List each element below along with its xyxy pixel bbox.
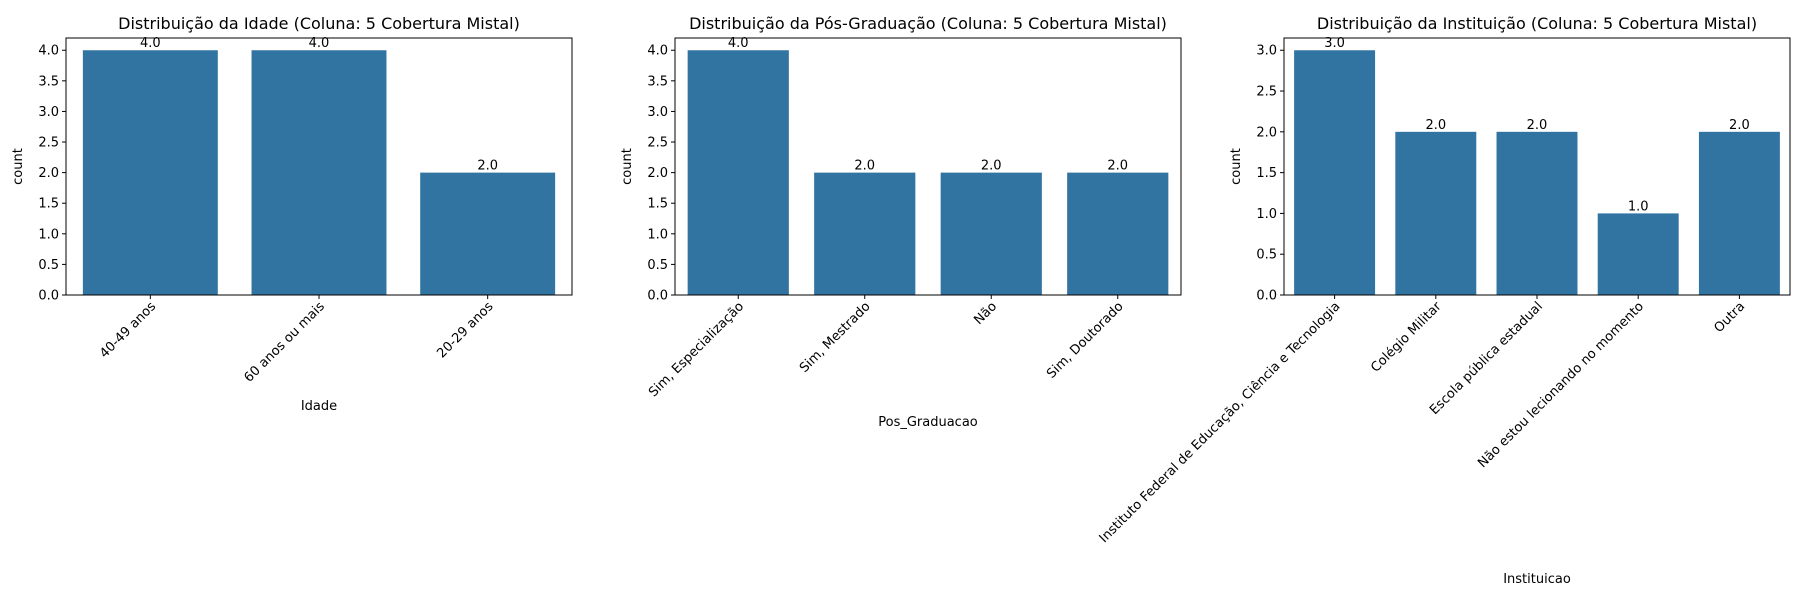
chart-title: Distribuição da Instituição (Coluna: 5 C…	[1317, 14, 1757, 33]
bar-data-label: 2.0	[1107, 159, 1128, 174]
bar	[940, 172, 1042, 295]
y-tick-label: 1.0	[1256, 207, 1277, 222]
bar	[1496, 131, 1578, 295]
bar-data-label: 2.0	[1425, 118, 1446, 133]
x-tick-label: Escola pública estadual	[1427, 299, 1546, 418]
y-axis-label: count	[1229, 148, 1244, 185]
x-tick-label: Colégio Militar	[1368, 299, 1445, 376]
bar	[1698, 131, 1780, 295]
y-tick-label: 2.0	[1256, 125, 1277, 140]
y-tick-label: 1.5	[647, 197, 668, 212]
bar-data-label: 4.0	[728, 36, 749, 51]
bar-data-label: 2.0	[854, 159, 875, 174]
x-tick-label: 40-49 anos	[97, 299, 159, 361]
y-tick-label: 2.5	[38, 136, 59, 151]
y-tick-label: 3.0	[38, 105, 59, 120]
x-tick-label: Sim, Mestrado	[797, 299, 874, 376]
bar-data-label: 2.0	[981, 159, 1002, 174]
chart-panel-1: Distribuição da Idade (Coluna: 5 Cobertu…	[11, 14, 573, 414]
y-tick-label: 2.0	[647, 166, 668, 181]
x-axis-label: Instituicao	[1503, 572, 1571, 587]
bar	[82, 50, 218, 295]
bar-data-label: 2.0	[477, 159, 498, 174]
bar-data-label: 1.0	[1628, 199, 1649, 214]
bar-data-label: 4.0	[309, 36, 330, 51]
y-tick-label: 0.5	[38, 258, 59, 273]
y-tick-label: 3.5	[647, 74, 668, 89]
y-tick-label: 3.0	[1256, 44, 1277, 59]
bar-data-label: 2.0	[1729, 118, 1750, 133]
y-tick-label: 1.5	[38, 197, 59, 212]
chart-title: Distribuição da Pós-Graduação (Coluna: 5…	[689, 14, 1167, 33]
x-axis-label: Idade	[301, 399, 337, 414]
y-tick-label: 3.5	[38, 74, 59, 89]
y-tick-label: 0.5	[647, 258, 668, 273]
plot-frame	[674, 37, 1182, 296]
bar	[687, 50, 789, 295]
x-tick-label: 20-29 anos	[434, 299, 496, 361]
y-tick-label: 2.5	[1256, 85, 1277, 100]
bar	[251, 50, 387, 295]
bar	[1067, 172, 1169, 295]
bar-data-label: 4.0	[140, 36, 161, 51]
x-tick-label: Sim, Especialização	[646, 299, 747, 400]
y-tick-label: 0.0	[1256, 289, 1277, 304]
x-tick-label: Sim, Doutorado	[1044, 299, 1126, 381]
x-tick-label: Outra	[1712, 299, 1749, 336]
bar	[1294, 50, 1376, 295]
bar	[420, 172, 556, 295]
y-tick-label: 1.0	[38, 227, 59, 242]
y-tick-label: 1.0	[647, 227, 668, 242]
y-tick-label: 1.5	[1256, 166, 1277, 181]
x-tick-label: 60 anos ou mais	[241, 299, 327, 385]
y-tick-label: 0.0	[647, 289, 668, 304]
y-tick-label: 2.0	[38, 166, 59, 181]
bar	[1395, 131, 1477, 295]
chart-panel-2: Distribuição da Pós-Graduação (Coluna: 5…	[620, 14, 1182, 430]
y-axis-label: count	[620, 148, 635, 185]
x-axis-label: Pos_Graduacao	[878, 415, 978, 430]
x-tick-label: Não estou lecionando no momento	[1475, 299, 1647, 471]
y-tick-label: 2.5	[647, 136, 668, 151]
y-tick-label: 3.0	[647, 105, 668, 120]
bar-data-label: 2.0	[1527, 118, 1548, 133]
bar-data-label: 3.0	[1324, 36, 1345, 51]
chart-panel-3: Distribuição da Instituição (Coluna: 5 C…	[1097, 14, 1791, 587]
x-tick-label: Não	[971, 299, 1000, 328]
x-tick-label: Instituto Federal de Educação, Ciência e…	[1097, 299, 1344, 546]
y-tick-label: 4.0	[38, 44, 59, 59]
y-tick-label: 4.0	[647, 44, 668, 59]
bar	[1597, 213, 1679, 295]
bar	[814, 172, 916, 295]
chart-title: Distribuição da Idade (Coluna: 5 Cobertu…	[118, 14, 520, 33]
y-tick-label: 0.5	[1256, 248, 1277, 263]
y-tick-label: 0.0	[38, 289, 59, 304]
y-axis-label: count	[11, 148, 26, 185]
